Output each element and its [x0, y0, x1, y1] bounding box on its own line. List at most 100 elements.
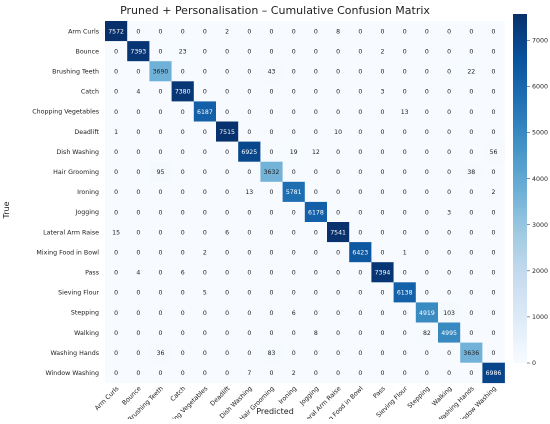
- heatmap-cell: [327, 21, 350, 42]
- heatmap-cell: [149, 121, 172, 142]
- heatmap-cell: [282, 21, 306, 42]
- heatmap-cell: [371, 161, 394, 183]
- heatmap-cell: [393, 41, 417, 62]
- cell-value-label: 0: [403, 69, 407, 76]
- heatmap-cell: [193, 21, 217, 42]
- heatmap-cell: [149, 282, 172, 303]
- heatmap-cell: [460, 81, 483, 102]
- cell-value-label: 0: [181, 129, 185, 136]
- heatmap-cell: [282, 222, 306, 243]
- heatmap-cell: [327, 201, 350, 223]
- heatmap-cell: [193, 201, 217, 223]
- cell-value-label: 0: [159, 129, 163, 136]
- cell-value-label: 6925: [241, 149, 257, 156]
- heatmap-cell: [105, 161, 128, 183]
- cell-value-label: 0: [336, 69, 340, 76]
- cell-value-label: 15: [112, 229, 120, 236]
- heatmap-cell: [460, 141, 483, 162]
- heatmap-cell: [127, 242, 150, 263]
- heatmap-cell: [438, 141, 461, 162]
- heatmap-cell: [482, 201, 505, 223]
- cell-value-label: 0: [270, 229, 274, 236]
- heatmap-cell: [216, 342, 239, 363]
- heatmap-cell: [371, 141, 394, 162]
- heatmap-cell: [127, 121, 150, 142]
- cell-value-label: 0: [292, 169, 296, 176]
- cell-value-label: 0: [403, 89, 407, 96]
- cell-value-label: 0: [225, 350, 229, 357]
- heatmap-cell: [260, 362, 283, 384]
- cell-value-label: 0: [159, 89, 163, 96]
- cell-value-label: 0: [492, 229, 496, 236]
- cell-value-label: 6187: [197, 109, 213, 116]
- heatmap-cell: [216, 222, 239, 243]
- heatmap-cell: [393, 242, 417, 263]
- cell-value-label: 0: [270, 109, 274, 116]
- cell-value-label: 0: [292, 330, 296, 337]
- heatmap-cell: [171, 161, 195, 183]
- cell-value-label: 0: [159, 249, 163, 256]
- heatmap-cell: [216, 181, 239, 203]
- y-tick-label: Arm Curls: [68, 28, 99, 35]
- heatmap-cell: [193, 302, 217, 323]
- cell-value-label: 0: [247, 350, 251, 357]
- heatmap-cell: [415, 242, 439, 263]
- heatmap-cell: [304, 282, 328, 303]
- cell-value-label: 3: [381, 89, 385, 96]
- cell-value-label: 7572: [108, 28, 124, 35]
- cell-value-label: 0: [181, 350, 185, 357]
- heatmap-cell: [327, 262, 350, 283]
- cell-value-label: 0: [314, 28, 318, 35]
- cell-value-label: 0: [181, 28, 185, 35]
- heatmap-cell: [393, 21, 417, 42]
- cell-value-label: 0: [114, 48, 118, 55]
- cell-value-label: 0: [425, 370, 429, 377]
- cell-value-label: 0: [225, 149, 229, 156]
- cell-value-label: 0: [336, 249, 340, 256]
- cell-value-label: 0: [292, 290, 296, 297]
- x-tick-label: Pass: [372, 385, 387, 400]
- cell-value-label: 0: [225, 169, 229, 176]
- cell-value-label: 0: [447, 229, 451, 236]
- heatmap-cell: [349, 262, 372, 283]
- heatmap-cell: [260, 342, 283, 363]
- heatmap-cell: [438, 201, 461, 223]
- heatmap-cell: [415, 81, 439, 102]
- heatmap-cell: [260, 141, 283, 162]
- heatmap-cell: [349, 362, 372, 384]
- heatmap-cell: [327, 181, 350, 203]
- cell-value-label: 0: [270, 270, 274, 277]
- x-tick-label: Walking: [431, 385, 454, 408]
- heatmap-cell: [282, 121, 306, 142]
- heatmap-cell: [260, 322, 283, 343]
- cell-value-label: 0: [247, 89, 251, 96]
- cell-value-label: 8: [314, 330, 318, 337]
- heatmap-cell: [260, 201, 283, 223]
- heatmap-cell: [260, 302, 283, 323]
- cell-value-label: 0: [314, 169, 318, 176]
- y-tick-label: Bounce: [76, 48, 100, 55]
- y-tick-label: Washing Hands: [50, 350, 99, 357]
- heatmap-cell: [415, 262, 439, 283]
- heatmap-cell: [304, 302, 328, 323]
- cell-value-label: 0: [447, 28, 451, 35]
- cell-value-label: 1: [403, 249, 407, 256]
- heatmap-cell: [260, 121, 283, 142]
- heatmap-cell: [127, 362, 150, 384]
- cell-value-label: 0: [358, 48, 362, 55]
- colorbar-ticks: 0 1000 2000 3000 4000 5000 6000 7000: [527, 38, 548, 367]
- cell-value-label: 0: [314, 350, 318, 357]
- heatmap-cell: [304, 201, 328, 223]
- cell-value-label: 0: [469, 109, 473, 116]
- cell-value-label: 0: [358, 109, 362, 116]
- heatmap-cell: [460, 242, 483, 263]
- cell-value-label: 0: [492, 129, 496, 136]
- cell-value-label: 0: [225, 189, 229, 196]
- cell-value-label: 0: [247, 229, 251, 236]
- heatmap-cell: [393, 121, 417, 142]
- cell-value-label: 0: [181, 109, 185, 116]
- heatmap-cell: [127, 161, 150, 183]
- cell-value-label: 0: [381, 69, 385, 76]
- heatmap-cell: [371, 61, 394, 82]
- heatmap-cell: [415, 21, 439, 42]
